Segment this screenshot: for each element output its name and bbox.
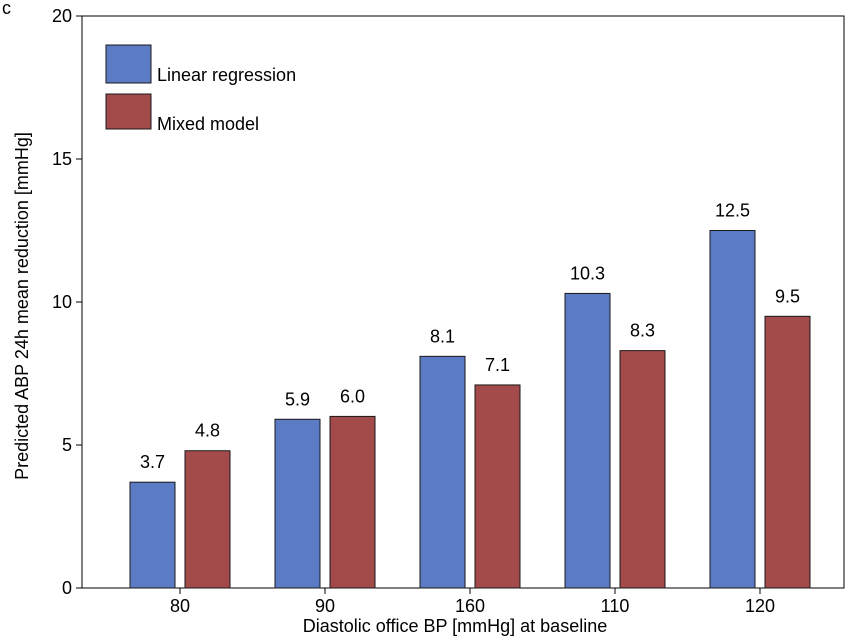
x-tick-label: 120 [745, 596, 775, 616]
y-axis-ticks: 0 5 10 15 20 [52, 6, 82, 598]
legend-label-linear-regression: Linear regression [157, 65, 296, 85]
data-label: 10.3 [570, 263, 605, 283]
x-tick-label: 110 [601, 596, 630, 616]
legend-label-mixed-model: Mixed model [157, 114, 259, 134]
x-tick-label: 160 [455, 596, 485, 616]
data-label: 6.0 [340, 386, 365, 406]
bars [129, 230, 811, 589]
legend-swatch-mixed-model [105, 93, 152, 130]
bar-mixed-model-80 [184, 450, 231, 589]
y-tick-label: 15 [52, 149, 72, 169]
x-tick-label: 90 [315, 596, 335, 616]
y-axis-title: Predicted ABP 24h mean reduction [mmHg] [12, 132, 32, 480]
legend: Linear regression Mixed model [105, 44, 296, 134]
bar-mixed-model-90 [329, 415, 376, 589]
bar-mixed-model-120 [764, 315, 811, 589]
x-axis-ticks: 80 90 160 110 120 [170, 588, 775, 616]
data-label: 4.8 [195, 421, 220, 441]
data-label: 3.7 [140, 452, 165, 472]
data-label: 12.5 [715, 201, 750, 221]
legend-swatch-linear-regression [105, 44, 152, 84]
x-axis-title: Diastolic office BP [mmHg] at baseline [303, 616, 607, 636]
bar-linear-regression-80 [129, 481, 176, 589]
y-tick-label: 20 [52, 6, 72, 26]
bar-mixed-model-110 [619, 350, 666, 589]
data-label: 7.1 [485, 355, 510, 375]
y-tick-label: 10 [52, 292, 72, 312]
y-tick-label: 0 [62, 578, 72, 598]
data-label: 5.9 [285, 389, 310, 409]
y-tick-label: 5 [62, 435, 72, 455]
panel-letter-fragment: c [2, 0, 11, 18]
bar-linear-regression-160 [419, 355, 466, 589]
bar-mixed-model-160 [474, 384, 521, 589]
data-label: 8.3 [630, 321, 655, 341]
bar-linear-regression-120 [709, 230, 756, 589]
x-tick-label: 80 [170, 596, 190, 616]
data-label: 8.1 [430, 326, 455, 346]
bar-linear-regression-90 [274, 418, 321, 589]
data-label: 9.5 [775, 286, 800, 306]
data-labels: 3.7 4.8 5.9 6.0 8.1 7.1 10.3 8.3 12.5 9.5 [140, 201, 800, 473]
bar-linear-regression-110 [564, 292, 611, 589]
